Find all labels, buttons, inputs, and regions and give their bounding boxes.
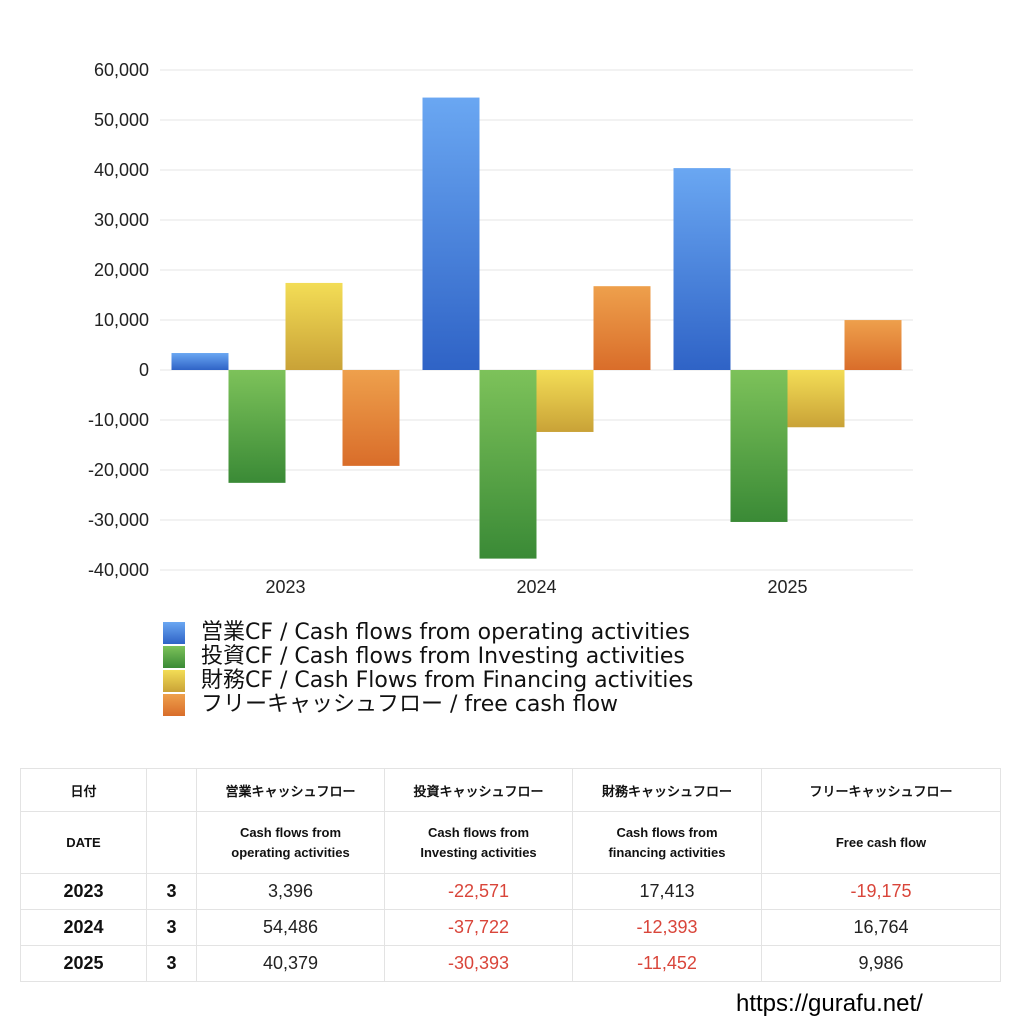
x-tick-label: 2025 [767,577,807,597]
legend-swatch-operating [163,622,185,644]
y-tick-label: 30,000 [94,210,149,230]
header-free-en: Free cash flow [761,811,1001,874]
bar-2024-series-2 [479,370,537,559]
header-investing-ja: 投資キャッシュフロー [384,768,573,812]
row-free: 16,764 [761,909,1001,946]
table-row: 2023 3 3,396 -22,571 17,413 -19,175 [20,873,1001,910]
header-investing-en: Cash flows from Investing activities [384,811,573,874]
row-month: 3 [146,945,197,982]
header-month-ja [146,768,197,812]
header-operating-en-line2: operating activities [231,844,350,860]
header-financing-ja: 財務キャッシュフロー [572,768,762,812]
row-year: 2024 [20,909,147,946]
header-date-ja: 日付 [20,768,147,812]
header-financing-en: Cash flows from financing activities [572,811,762,874]
bar-2024-series-1 [422,97,480,370]
row-financing: -11,452 [572,945,762,982]
bar-2024-series-3 [536,370,594,432]
row-year: 2023 [20,873,147,910]
y-tick-label: 10,000 [94,310,149,330]
bar-2024-series-4 [593,286,651,370]
legend-swatch-free [163,694,185,716]
table-row: 2024 3 54,486 -37,722 -12,393 16,764 [20,909,1001,946]
row-year: 2025 [20,945,147,982]
header-financing-en-line2: financing activities [608,844,726,860]
y-tick-label: -40,000 [88,560,149,580]
row-free: -19,175 [761,873,1001,910]
header-operating-ja: 営業キャッシュフロー [196,768,385,812]
row-operating: 3,396 [196,873,385,910]
header-investing-en-line1: Cash flows from [427,824,530,840]
y-tick-label: 40,000 [94,160,149,180]
row-free: 9,986 [761,945,1001,982]
bar-2023-series-1 [171,353,229,370]
legend-label-operating: 営業CF / Cash flows from operating activit… [201,620,690,645]
header-financing-en-line1: Cash flows from [616,824,718,840]
row-operating: 54,486 [196,909,385,946]
bar-2023-series-4 [342,370,400,466]
x-axis-tick-labels: 2023 2024 2025 [265,577,807,597]
header-investing-en-line2: Investing activities [420,844,537,860]
header-operating-en-line1: Cash flows from [239,824,342,840]
legend-label-financing: 財務CF / Cash Flows from Financing activit… [201,668,694,693]
cash-flow-bar-chart: 60,000 50,000 40,000 30,000 20,000 10,000 0 -10… [88,60,913,597]
y-tick-label: 50,000 [94,110,149,130]
header-free-ja: フリーキャッシュフロー [761,768,1001,812]
row-investing: -30,393 [384,945,573,982]
legend-swatch-investing [163,646,185,668]
header-date-en: DATE [20,811,147,874]
legend-item-free: フリーキャッシュフロー / free cash flow [163,693,693,717]
x-tick-label: 2023 [265,577,305,597]
bars [171,97,902,559]
cash-flow-data-table: 日付 営業キャッシュフロー 投資キャッシュフロー 財務キャッシュフロー フリーキ… [20,768,1001,982]
bar-2023-series-2 [228,370,286,483]
y-axis-tick-labels: 60,000 50,000 40,000 30,000 20,000 10,000 0 -10… [88,60,149,580]
bar-2025-series-1 [673,168,731,370]
row-month: 3 [146,873,197,910]
header-month-en [146,811,197,874]
legend-item-investing: 投資CF / Cash flows from Investing activit… [163,645,693,669]
table-header-row-en: DATE Cash flows from operating activitie… [20,811,1001,874]
table-row: 2025 3 40,379 -30,393 -11,452 9,986 [20,945,1001,982]
header-operating-en: Cash flows from operating activities [196,811,385,874]
x-tick-label: 2024 [516,577,556,597]
y-tick-label: 60,000 [94,60,149,80]
row-month: 3 [146,909,197,946]
row-financing: 17,413 [572,873,762,910]
chart-legend: 営業CF / Cash flows from operating activit… [163,621,693,717]
bar-2023-series-3 [285,282,343,370]
legend-swatch-financing [163,670,185,692]
y-tick-label: -30,000 [88,510,149,530]
bar-2025-series-2 [730,370,788,522]
row-investing: -37,722 [384,909,573,946]
table-header-row-ja: 日付 営業キャッシュフロー 投資キャッシュフロー 財務キャッシュフロー フリーキ… [20,768,1001,812]
row-investing: -22,571 [384,873,573,910]
bar-2025-series-4 [844,320,902,370]
source-url[interactable]: https://gurafu.net/ [736,990,923,1017]
legend-label-investing: 投資CF / Cash flows from Investing activit… [201,644,685,669]
y-tick-label: -10,000 [88,410,149,430]
y-tick-label: 0 [139,360,149,380]
row-operating: 40,379 [196,945,385,982]
y-tick-label: -20,000 [88,460,149,480]
row-financing: -12,393 [572,909,762,946]
legend-label-free: フリーキャッシュフロー / free cash flow [201,692,619,717]
legend-item-operating: 営業CF / Cash flows from operating activit… [163,621,693,645]
bar-2025-series-3 [787,370,845,428]
legend-item-financing: 財務CF / Cash Flows from Financing activit… [163,669,693,693]
y-tick-label: 20,000 [94,260,149,280]
